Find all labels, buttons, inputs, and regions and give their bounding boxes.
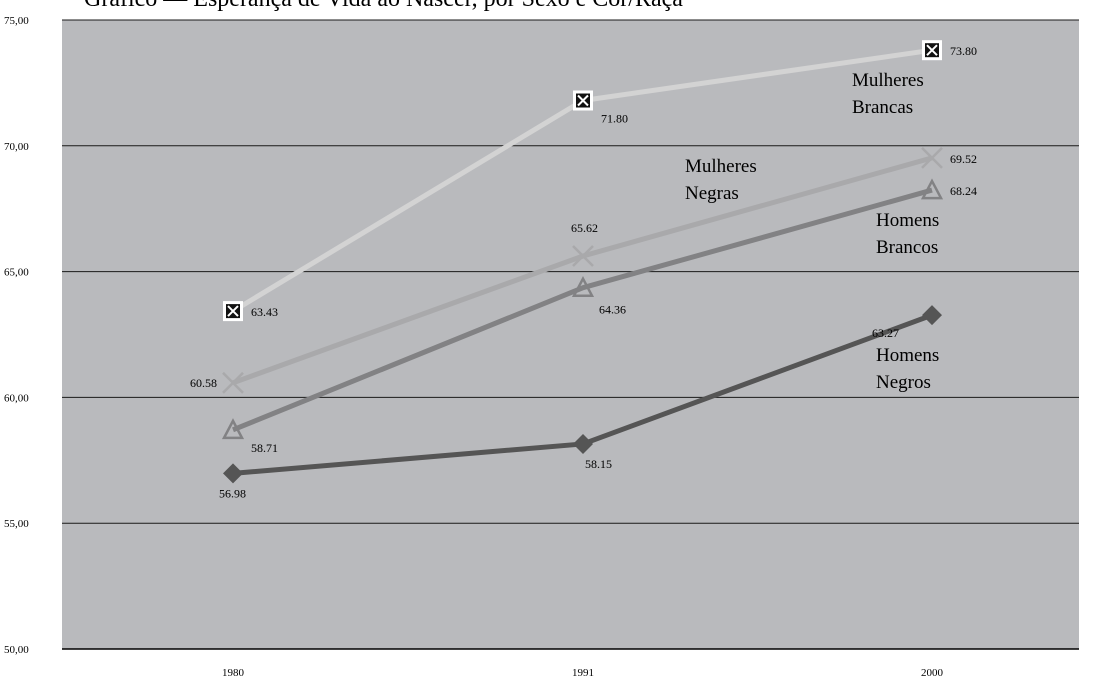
data-point	[572, 245, 594, 267]
data-label: 58.15	[585, 457, 612, 471]
data-label: 56.98	[219, 486, 246, 500]
data-point	[921, 146, 943, 169]
data-point	[922, 40, 942, 61]
x-tick-label: 2000	[921, 667, 944, 679]
x-tick-label: 1980	[222, 667, 245, 679]
data-point	[221, 418, 245, 440]
data-label: 58.71	[251, 441, 278, 455]
data-point	[222, 371, 244, 394]
series-name-label: Mulheres Negras	[685, 156, 757, 204]
y-tick-label: 65,00	[4, 267, 29, 279]
data-point	[223, 301, 243, 322]
data-label: 69.52	[950, 152, 977, 166]
series-name-label: Homens Brancos	[876, 210, 939, 258]
data-point	[223, 463, 243, 484]
data-point	[922, 305, 942, 326]
series-line	[232, 187, 933, 433]
data-label: 63.27	[872, 326, 899, 340]
y-tick-label: 75,00	[4, 15, 29, 27]
data-label: 60.58	[190, 376, 217, 390]
y-tick-label: 60,00	[4, 392, 29, 404]
x-tick-label: 1991	[572, 667, 594, 679]
y-tick-label: 50,00	[4, 644, 29, 656]
series-name-label: Mulheres Brancas	[852, 70, 924, 118]
data-point	[573, 90, 593, 111]
y-tick-label: 70,00	[4, 141, 29, 153]
series-name-label: Homens Negros	[876, 345, 939, 393]
data-point	[571, 276, 595, 297]
y-tick-label: 55,00	[4, 518, 29, 530]
data-label: 63.43	[251, 305, 278, 319]
data-point	[920, 178, 944, 200]
plot-area	[62, 20, 1079, 649]
data-point	[573, 433, 593, 454]
data-label: 65.62	[571, 221, 598, 235]
chart-title: Gráfico — Esperança de Vida ao Nascer, p…	[84, 0, 683, 12]
data-label: 73.80	[950, 44, 977, 58]
data-label: 68.24	[950, 184, 977, 198]
data-label: 64.36	[599, 303, 626, 317]
data-label: 71.80	[601, 112, 628, 126]
